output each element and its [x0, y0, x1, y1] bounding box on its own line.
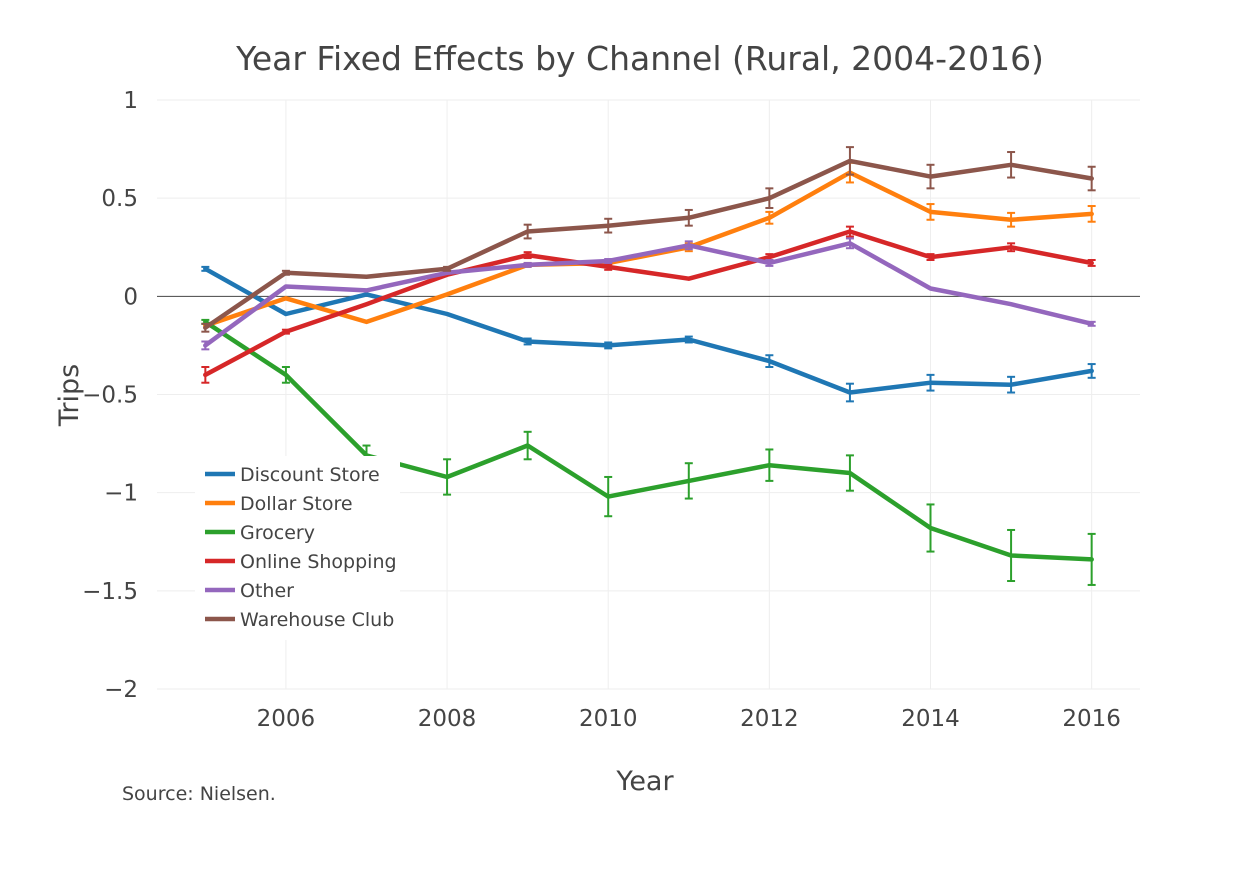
y-tick-label: −0.5	[82, 383, 138, 409]
y-tick-label: −2	[104, 677, 138, 703]
legend-item: Other	[205, 580, 294, 602]
legend-label: Discount Store	[240, 464, 380, 486]
x-tick-label: 2010	[579, 706, 638, 732]
series-line	[203, 319, 1094, 562]
legend-item: Warehouse Club	[205, 609, 394, 631]
legend-label: Online Shopping	[240, 551, 397, 573]
series-discount-store	[201, 265, 1096, 403]
legend-item: Discount Store	[205, 464, 380, 486]
y-tick-label: −1.5	[82, 579, 138, 605]
axis-ticks: 2006 2008 2010 2012 2014 2016 1 0.5 0 −0.5 −1 −1.5 −…	[82, 88, 1121, 732]
legend-label: Warehouse Club	[240, 609, 394, 631]
chart-title: Year Fixed Effects by Channel (Rural, 20…	[235, 39, 1044, 78]
x-tick-label: 2016	[1062, 706, 1121, 732]
legend-item: Online Shopping	[205, 551, 397, 573]
y-tick-label: 0	[123, 284, 138, 310]
series-warehouse-club	[201, 146, 1096, 333]
x-tick-label: 2012	[740, 706, 799, 732]
y-tick-label: 1	[123, 88, 138, 114]
legend-label: Grocery	[240, 522, 315, 544]
x-tick-label: 2014	[901, 706, 960, 732]
series-grocery	[201, 318, 1096, 586]
series-lines	[201, 146, 1096, 586]
legend-label: Dollar Store	[240, 493, 353, 515]
legend: Discount Store Dollar Store Grocery Online …	[195, 456, 400, 640]
legend-label: Other	[240, 580, 294, 602]
x-axis-title: Year	[615, 766, 674, 797]
legend-item: Dollar Store	[205, 493, 353, 515]
x-tick-label: 2006	[257, 706, 316, 732]
series-line	[203, 266, 1094, 395]
y-tick-label: 0.5	[101, 186, 138, 212]
series-line	[203, 158, 1094, 330]
y-tick-label: −1	[104, 481, 138, 507]
x-tick-label: 2008	[418, 706, 477, 732]
legend-background	[195, 456, 400, 640]
source-note: Source: Nielsen.	[122, 783, 276, 805]
y-axis-title: Trips	[54, 364, 85, 427]
series-line	[203, 241, 1094, 348]
series-other	[201, 237, 1096, 351]
legend-item: Grocery	[205, 522, 315, 544]
series-line	[203, 229, 1094, 378]
